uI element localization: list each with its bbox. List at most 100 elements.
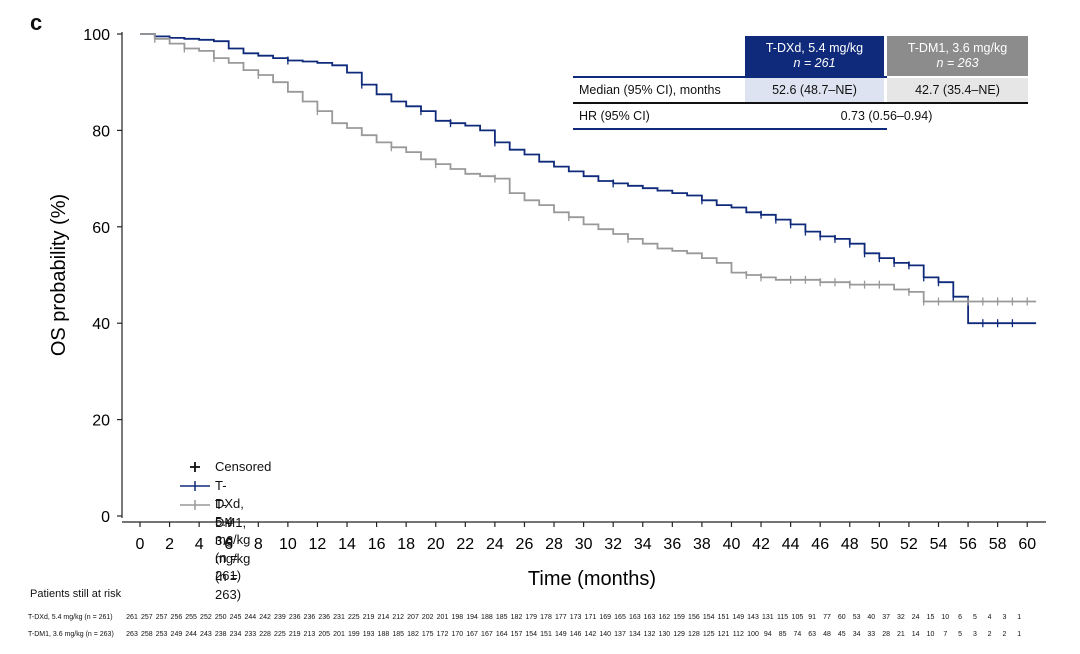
risk-value: 10 (926, 631, 935, 638)
risk-value: 32 (896, 614, 905, 621)
risk-value: 162 (658, 614, 671, 621)
risk-value: 142 (584, 631, 597, 638)
risk-value: 214 (377, 614, 390, 621)
y-tick-label: 40 (92, 316, 110, 333)
x-tick-label: 14 (338, 536, 356, 553)
x-tick-label: 52 (900, 536, 918, 553)
table-row2-label: HR (95% CI) (579, 109, 650, 123)
risk-value: 212 (392, 614, 405, 621)
risk-value: 225 (347, 614, 360, 621)
risk-value: 1 (1017, 614, 1022, 621)
risk-value: 28 (882, 631, 890, 638)
table-header-tdxd-line1: T-DXd, 5.4 mg/kg (765, 41, 864, 55)
risk-value: 5 (972, 614, 977, 621)
risk-value: 134 (628, 631, 641, 638)
risk-value: 1 (1017, 631, 1022, 638)
x-tick-label: 34 (634, 536, 652, 553)
risk-value: 45 (837, 631, 846, 638)
risk-value: 2 (987, 631, 992, 638)
x-tick-label: 58 (989, 536, 1007, 553)
risk-value: 193 (362, 631, 375, 638)
risk-value: 178 (540, 614, 552, 621)
tdxd-line-icon (180, 481, 210, 491)
risk-value: 156 (688, 614, 700, 621)
risk-value: 182 (407, 631, 419, 638)
risk-value: 129 (673, 631, 685, 638)
risk-value: 188 (481, 614, 493, 621)
x-tick-label: 44 (782, 536, 800, 553)
x-tick-label: 32 (604, 536, 622, 553)
risk-value: 167 (481, 631, 493, 638)
risk-value: 165 (614, 614, 626, 621)
x-tick-label: 6 (224, 536, 233, 553)
risk-value: 234 (229, 631, 242, 638)
risk-value: 132 (643, 631, 656, 638)
x-axis-label: Time (months) (528, 568, 656, 590)
y-tick-label: 0 (101, 509, 110, 526)
table-row2-value: 0.73 (0.56–0.94) (840, 109, 933, 123)
risk-value: 170 (451, 631, 464, 638)
risk-value: 112 (732, 631, 744, 638)
legend-tdxd-label: T-DXd, 5.4 mg/kg (n = 261) (215, 478, 251, 583)
table-header-tdxd-line2: n = 261 (793, 56, 836, 70)
risk-value: 115 (777, 614, 789, 621)
risk-value: 63 (808, 631, 817, 638)
x-tick-label: 28 (545, 536, 563, 553)
risk-value: 236 (303, 614, 316, 621)
risk-value: 244 (244, 614, 257, 621)
censor-mark-icon (190, 462, 200, 472)
risk-value: 140 (599, 631, 612, 638)
risk-value: 130 (658, 631, 671, 638)
risk-value: 15 (926, 614, 935, 621)
x-tick-label: 12 (309, 536, 327, 553)
risk-value: 85 (778, 631, 787, 638)
risk-value: 21 (896, 631, 905, 638)
risk-value: 2 (1002, 631, 1007, 638)
x-tick-label: 16 (368, 536, 386, 553)
table-bottom-rule (573, 128, 887, 130)
legend-censored-label: Censored (215, 459, 272, 474)
x-tick-label: 56 (959, 536, 977, 553)
risk-value: 143 (747, 614, 759, 621)
risk-value: 10 (941, 614, 950, 621)
x-tick-label: 2 (165, 536, 174, 553)
x-tick-label: 8 (254, 536, 263, 553)
risk-value: 154 (702, 614, 715, 621)
risk-value: 167 (466, 631, 478, 638)
risk-table-title: Patients still at risk (30, 588, 122, 600)
risk-value: 201 (333, 631, 345, 638)
risk-value: 146 (569, 631, 582, 638)
risk-row-tdxd: T-DXd, 5.4 mg/kg (n = 261) 261 257 257 256 2… (0, 614, 1080, 626)
table-mid-rule (573, 102, 1028, 104)
risk-value: 37 (882, 614, 890, 621)
risk-value: 257 (155, 614, 168, 621)
risk-value: 199 (347, 631, 360, 638)
table-header-tdm1-line1: T-DM1, 3.6 mg/kg (907, 41, 1008, 55)
panel-label: c (30, 10, 43, 35)
risk-value: 105 (791, 614, 804, 621)
risk-value: 131 (761, 614, 774, 621)
y-axis-label: OS probability (%) (48, 194, 70, 356)
risk-value: 194 (466, 614, 478, 621)
risk-value: 207 (407, 614, 419, 621)
risk-row-label: T-DM1, 3.6 mg/kg (n = 263) (28, 631, 114, 638)
risk-value: 172 (436, 631, 449, 638)
risk-value: 149 (732, 614, 745, 621)
x-tick-label: 50 (870, 536, 888, 553)
risk-value: 94 (763, 631, 772, 638)
risk-value: 185 (495, 614, 508, 621)
risk-value: 91 (808, 614, 817, 621)
x-tick-label: 48 (841, 536, 859, 553)
risk-value: 163 (628, 614, 641, 621)
risk-value: 188 (377, 631, 390, 638)
risk-value: 121 (717, 631, 730, 638)
risk-value: 149 (554, 631, 567, 638)
risk-value: 182 (510, 614, 523, 621)
risk-value: 3 (972, 631, 977, 638)
table-header-tdxd: T-DXd, 5.4 mg/kg n = 261 (745, 36, 884, 76)
risk-value: 60 (837, 614, 846, 621)
risk-value: 219 (362, 614, 375, 621)
risk-value: 202 (421, 614, 434, 621)
risk-value: 242 (259, 614, 271, 621)
risk-value: 233 (244, 631, 257, 638)
